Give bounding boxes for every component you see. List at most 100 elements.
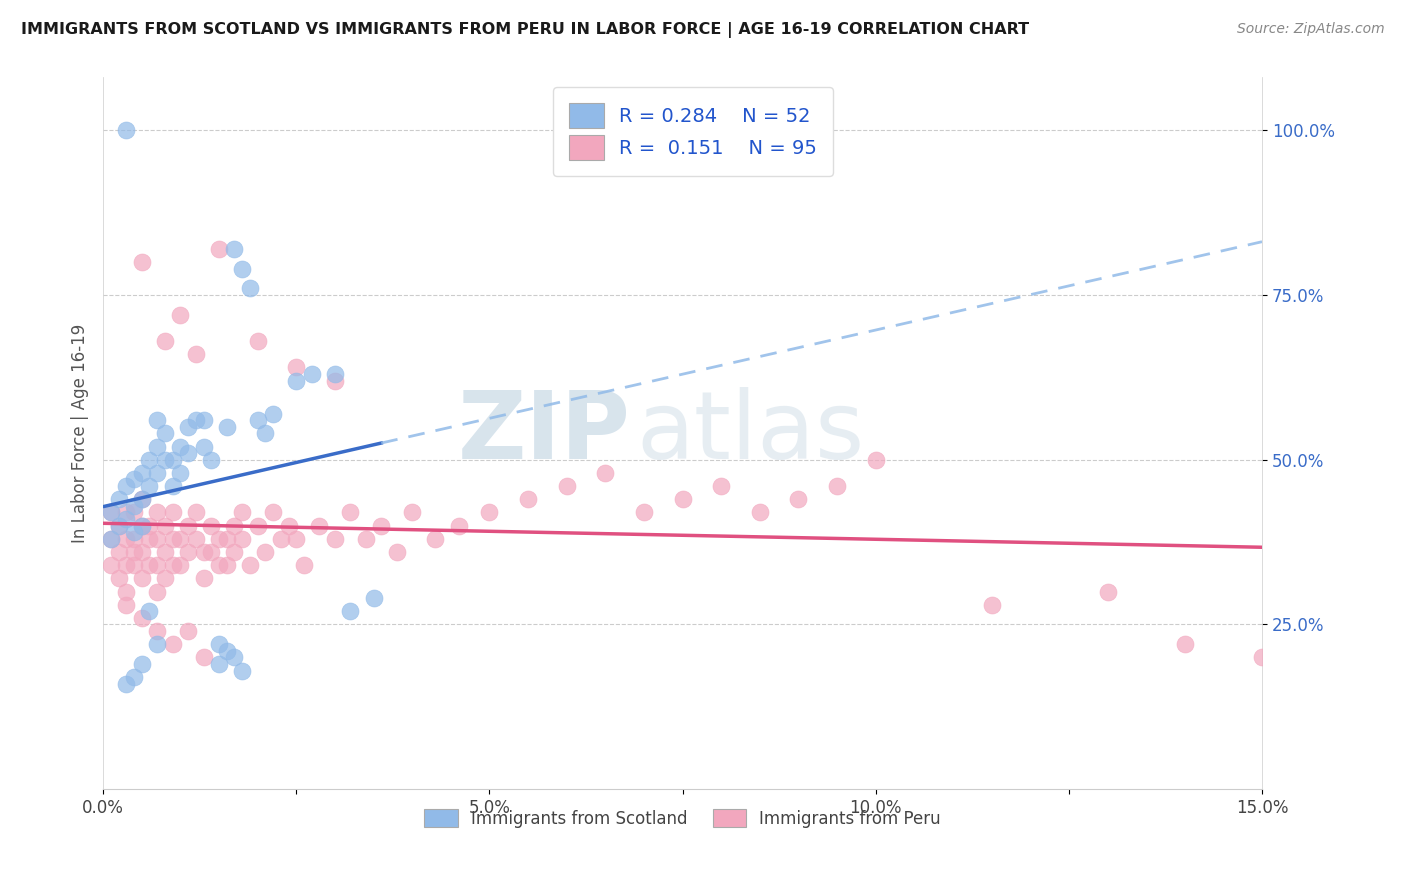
Text: ZIP: ZIP xyxy=(457,387,630,479)
Y-axis label: In Labor Force | Age 16-19: In Labor Force | Age 16-19 xyxy=(72,324,89,543)
Point xyxy=(193,413,215,427)
Point xyxy=(131,466,153,480)
Point xyxy=(100,532,122,546)
Point xyxy=(270,532,292,546)
Point xyxy=(146,440,169,454)
Point xyxy=(131,255,153,269)
Point xyxy=(138,532,160,546)
Point xyxy=(262,407,284,421)
Point xyxy=(169,308,191,322)
Point xyxy=(262,505,284,519)
Point xyxy=(323,532,346,546)
Point xyxy=(138,518,160,533)
Point xyxy=(162,452,184,467)
Point xyxy=(254,545,277,559)
Point xyxy=(131,492,153,507)
Point xyxy=(146,413,169,427)
Point xyxy=(146,637,169,651)
Point xyxy=(100,505,122,519)
Point xyxy=(107,518,129,533)
Point xyxy=(825,479,848,493)
Point xyxy=(215,419,238,434)
Point xyxy=(131,571,153,585)
Point xyxy=(146,624,169,638)
Point xyxy=(354,532,377,546)
Point xyxy=(122,532,145,546)
Point xyxy=(231,664,253,678)
Point xyxy=(200,452,222,467)
Point xyxy=(193,440,215,454)
Point xyxy=(100,532,122,546)
Legend: Immigrants from Scotland, Immigrants from Peru: Immigrants from Scotland, Immigrants fro… xyxy=(418,803,948,834)
Point xyxy=(115,479,138,493)
Point xyxy=(177,545,200,559)
Point xyxy=(239,281,262,295)
Point xyxy=(107,492,129,507)
Point xyxy=(177,624,200,638)
Point xyxy=(107,571,129,585)
Point xyxy=(138,604,160,618)
Point xyxy=(224,650,246,665)
Point xyxy=(184,413,207,427)
Point xyxy=(292,558,315,573)
Point xyxy=(146,466,169,480)
Point xyxy=(162,479,184,493)
Point xyxy=(146,532,169,546)
Point xyxy=(122,545,145,559)
Point xyxy=(254,426,277,441)
Point xyxy=(301,367,323,381)
Point xyxy=(138,558,160,573)
Text: IMMIGRANTS FROM SCOTLAND VS IMMIGRANTS FROM PERU IN LABOR FORCE | AGE 16-19 CORR: IMMIGRANTS FROM SCOTLAND VS IMMIGRANTS F… xyxy=(21,22,1029,38)
Point xyxy=(208,657,231,671)
Point xyxy=(980,598,1002,612)
Point xyxy=(131,657,153,671)
Point xyxy=(131,545,153,559)
Point xyxy=(115,123,138,137)
Point xyxy=(122,670,145,684)
Point xyxy=(215,644,238,658)
Point xyxy=(115,558,138,573)
Point xyxy=(246,334,269,348)
Point xyxy=(447,518,470,533)
Point xyxy=(208,532,231,546)
Point xyxy=(153,545,176,559)
Point xyxy=(138,479,160,493)
Point xyxy=(200,518,222,533)
Point xyxy=(224,518,246,533)
Point xyxy=(107,518,129,533)
Point xyxy=(153,571,176,585)
Point xyxy=(370,518,392,533)
Point xyxy=(169,440,191,454)
Point xyxy=(363,591,385,606)
Point xyxy=(285,532,308,546)
Point xyxy=(231,261,253,276)
Point xyxy=(308,518,330,533)
Point xyxy=(200,545,222,559)
Point xyxy=(208,558,231,573)
Point xyxy=(115,584,138,599)
Text: Source: ZipAtlas.com: Source: ZipAtlas.com xyxy=(1237,22,1385,37)
Point xyxy=(153,334,176,348)
Point xyxy=(633,505,655,519)
Point xyxy=(184,347,207,361)
Point xyxy=(246,413,269,427)
Point xyxy=(1174,637,1197,651)
Point xyxy=(138,452,160,467)
Point xyxy=(115,512,138,526)
Point xyxy=(710,479,733,493)
Point xyxy=(339,505,361,519)
Point xyxy=(153,518,176,533)
Point xyxy=(224,242,246,256)
Point xyxy=(339,604,361,618)
Text: atlas: atlas xyxy=(637,387,865,479)
Point xyxy=(122,525,145,540)
Point xyxy=(787,492,810,507)
Point xyxy=(184,505,207,519)
Point xyxy=(122,505,145,519)
Point xyxy=(131,611,153,625)
Point xyxy=(115,677,138,691)
Point xyxy=(748,505,770,519)
Point xyxy=(146,584,169,599)
Point xyxy=(208,242,231,256)
Point xyxy=(193,545,215,559)
